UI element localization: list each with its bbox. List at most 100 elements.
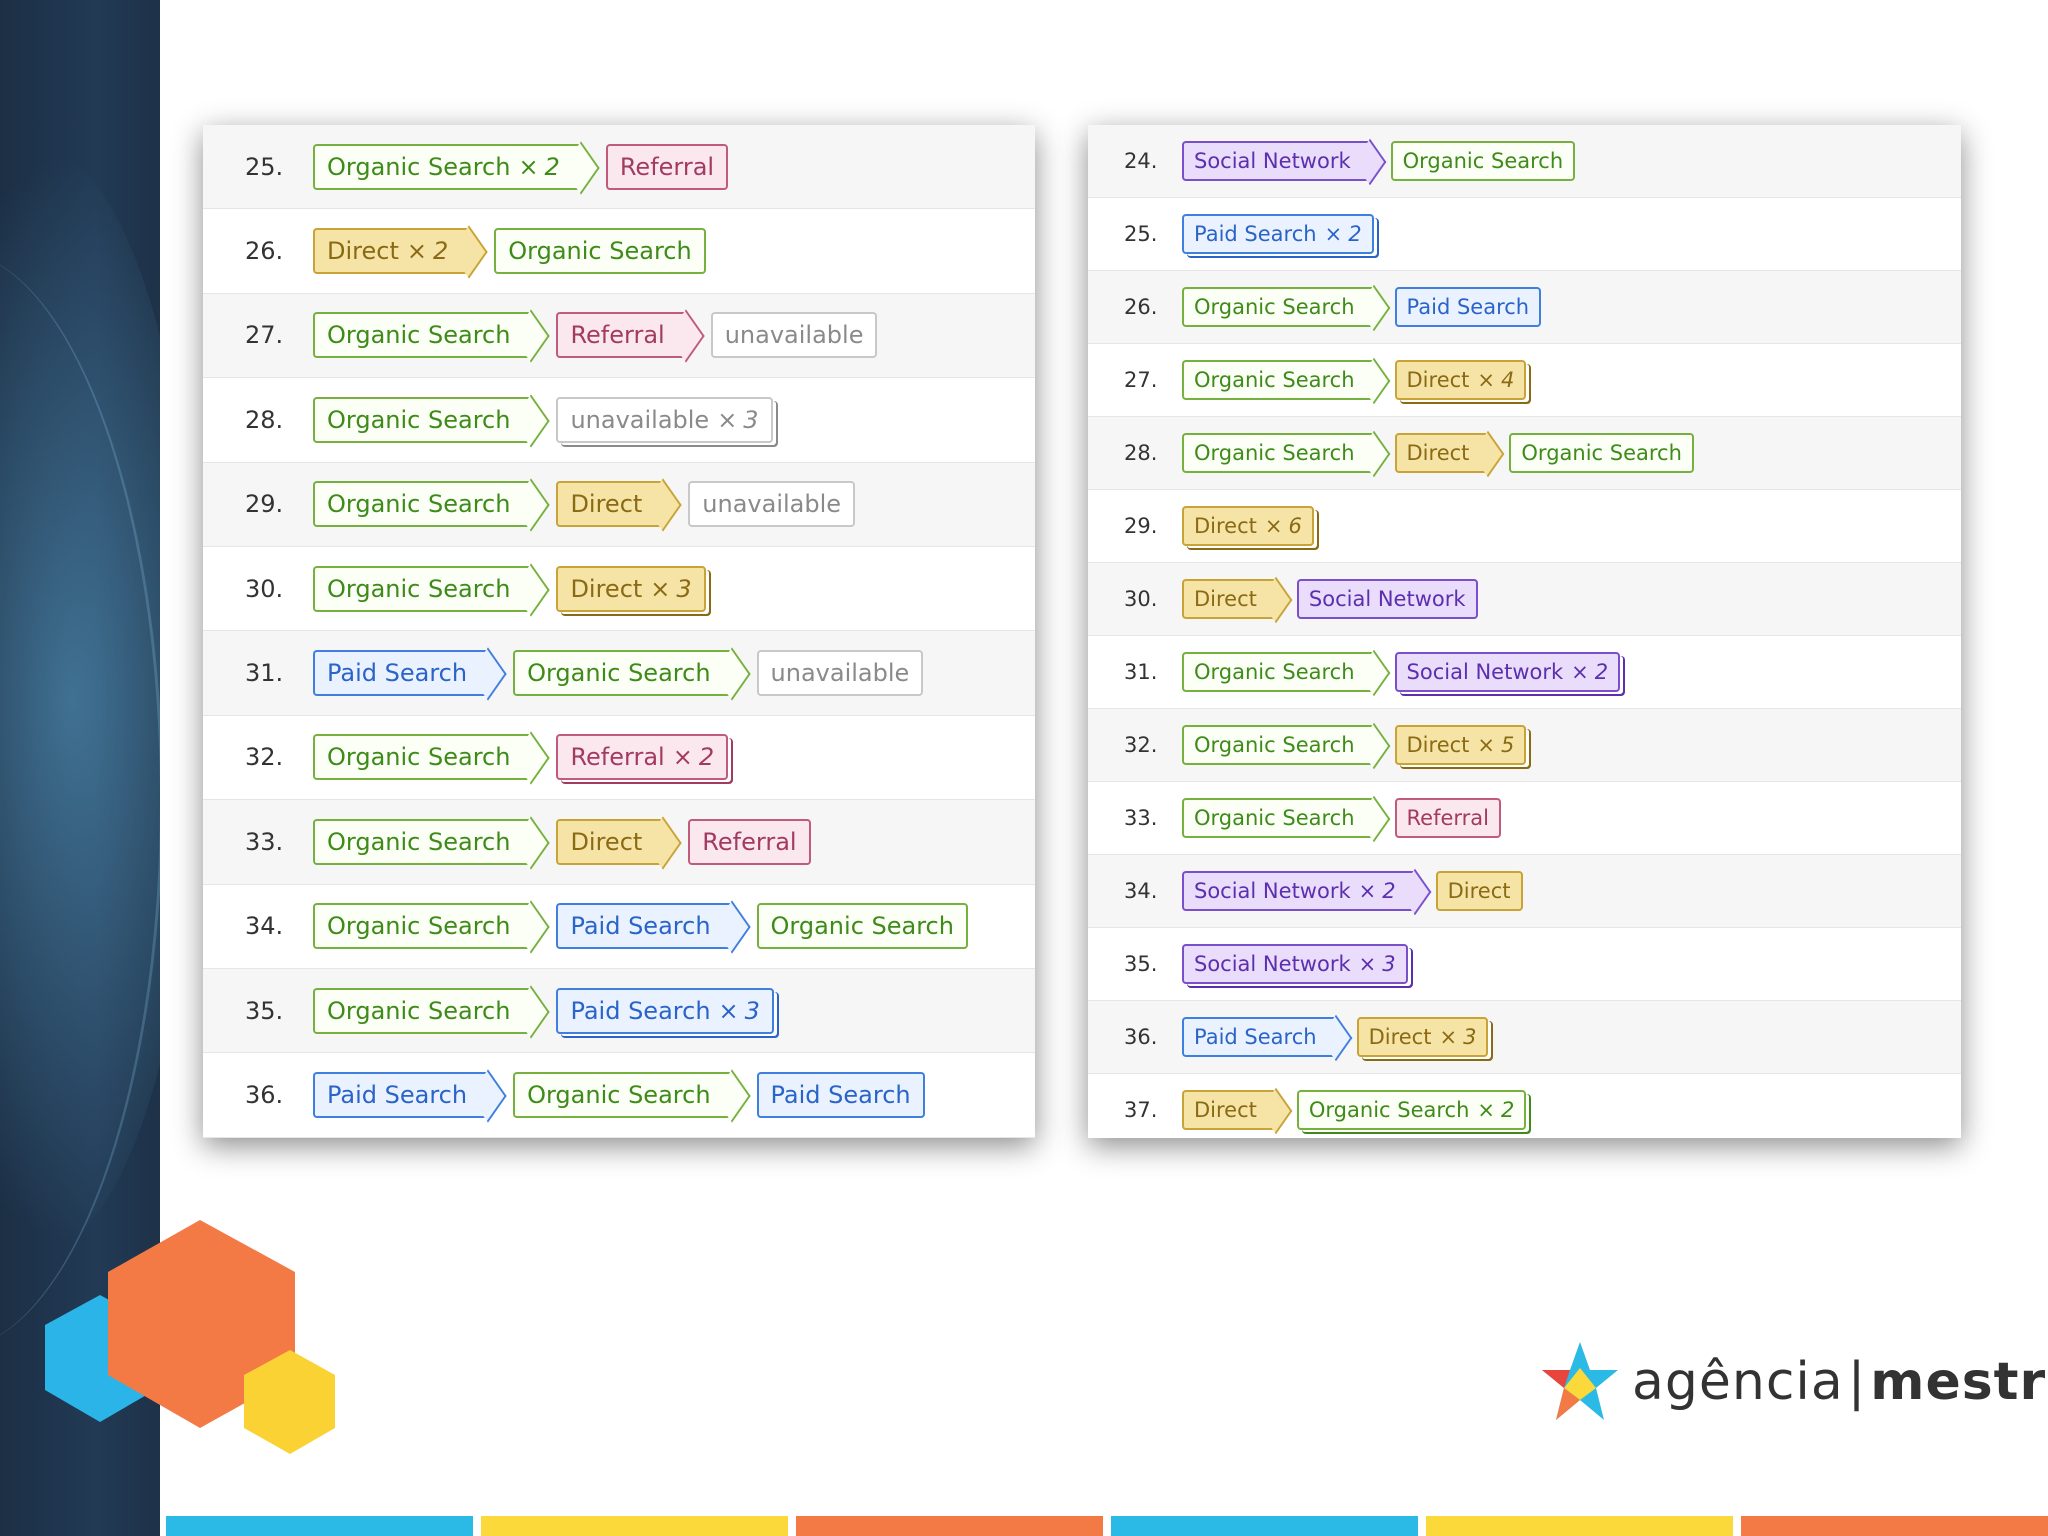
channel-label: Organic Search xyxy=(327,321,511,350)
table-row: 29. Organic Search Direct unavailable xyxy=(203,462,1035,547)
channel-label: Social Network xyxy=(1406,660,1564,684)
channel-path: Organic Search Paid Search Organic Search xyxy=(313,903,982,950)
channel-label: Organic Search xyxy=(327,574,511,603)
channel-chip-social: Social Network × 3 xyxy=(1182,944,1408,984)
times-symbol: × xyxy=(1571,660,1589,684)
footer-bar xyxy=(166,1516,473,1536)
channel-chip-direct: Direct xyxy=(556,481,665,528)
channel-path: Organic Search Paid Search xyxy=(1182,287,1553,327)
repeat-count-value: 5 xyxy=(1501,733,1515,757)
channel-path: Direct × 2 Organic Search xyxy=(313,228,720,275)
row-number: 33. xyxy=(1124,806,1158,830)
channel-path: Paid Search Direct × 3 xyxy=(1182,1017,1500,1057)
channel-label: Direct xyxy=(1194,587,1257,611)
table-row: 34. Social Network × 2 Direct xyxy=(1088,855,1961,928)
channel-chip-organic: Organic Search xyxy=(1182,360,1375,400)
table-row: 25. Paid Search × 2 xyxy=(1088,198,1961,271)
channel-path: Social Network × 3 xyxy=(1182,944,1420,984)
channel-chip-paid: Paid Search xyxy=(556,903,733,950)
channel-label: Paid Search xyxy=(1194,222,1317,246)
channel-chip-organic: Organic Search xyxy=(1182,725,1375,765)
footer-bar xyxy=(481,1516,788,1536)
channel-path: Direct Social Network xyxy=(1182,579,1490,619)
channel-path: Organic Search Direct × 4 xyxy=(1182,360,1538,400)
channel-chip-direct: Direct × 4 xyxy=(1394,360,1527,400)
channel-path: Organic Search Direct × 5 xyxy=(1182,725,1538,765)
channel-label: Social Network xyxy=(1194,149,1351,173)
channel-chip-paid: Paid Search × 3 xyxy=(556,987,774,1034)
channel-label: unavailable xyxy=(724,321,864,350)
repeat-count-value: 3 xyxy=(744,996,760,1025)
channel-label: Organic Search xyxy=(327,827,511,856)
channel-chip-social: Social Network × 2 xyxy=(1182,871,1416,911)
repeat-count: × 3 xyxy=(1439,1025,1476,1049)
channel-label: Direct xyxy=(1194,514,1257,538)
repeat-count-value: 2 xyxy=(1382,879,1396,903)
channel-chip-direct: Direct xyxy=(1435,871,1523,911)
channel-label: Direct xyxy=(1406,368,1470,392)
channel-chip-organic: Organic Search xyxy=(1182,798,1375,838)
table-row: 27. Organic Search Direct × 4 xyxy=(1088,344,1961,417)
channel-path: Organic Search Direct unavailable xyxy=(313,481,869,528)
channel-chip-organic: Organic Search xyxy=(313,312,533,359)
channel-chip-organic: Organic Search xyxy=(1390,141,1576,181)
channel-chip-direct: Direct xyxy=(1182,1090,1277,1130)
channel-label: Organic Search xyxy=(327,152,511,181)
repeat-count-value: 3 xyxy=(1382,952,1396,976)
table-row: 26. Direct × 2 Organic Search xyxy=(203,209,1035,294)
channel-path: Organic Search Referral unavailable xyxy=(313,312,891,359)
table-row: 29. Direct × 6 xyxy=(1088,490,1961,563)
row-number: 32. xyxy=(245,743,284,772)
star-burst-logo-icon xyxy=(1542,1342,1618,1420)
channel-chip-organic: Organic Search xyxy=(756,903,968,950)
repeat-count: × 2 xyxy=(407,237,448,265)
logo-separator: | xyxy=(1847,1352,1867,1412)
times-symbol: × xyxy=(1264,514,1283,538)
channel-chip-organic: Organic Search xyxy=(313,818,533,865)
logo-word-mestre: mestre xyxy=(1870,1352,2048,1412)
channel-label: Direct xyxy=(570,574,643,603)
channel-label: Organic Search xyxy=(327,405,511,434)
channel-label: Organic Search xyxy=(508,237,692,266)
hexagon-yellow xyxy=(244,1350,335,1454)
channel-chip-organic: Organic Search xyxy=(494,228,706,275)
footer-bar xyxy=(1741,1516,2048,1536)
row-number: 35. xyxy=(245,996,284,1025)
footer-bar xyxy=(796,1516,1103,1536)
table-row: 31. Organic Search Social Network × 2 xyxy=(1088,636,1961,709)
times-symbol: × xyxy=(1439,1025,1458,1049)
channel-label: Organic Search xyxy=(1194,368,1355,392)
channel-chip-social: Social Network xyxy=(1296,579,1478,619)
repeat-count-value: 2 xyxy=(432,237,449,266)
repeat-count: × 2 xyxy=(518,153,559,181)
channel-label: unavailable xyxy=(770,659,910,688)
channel-label: Referral xyxy=(570,743,665,772)
repeat-count-value: 3 xyxy=(1463,1025,1477,1049)
channel-label: Referral xyxy=(1406,806,1489,830)
repeat-count: × 2 xyxy=(1477,1098,1514,1122)
table-row: 28. Organic Search unavailable × 3 xyxy=(203,378,1035,463)
channel-chip-direct: Direct xyxy=(1394,433,1490,473)
channel-label: Direct xyxy=(1447,879,1511,903)
footer-color-bars xyxy=(166,1516,2048,1536)
row-number: 35. xyxy=(1124,952,1158,976)
channel-chip-paid: Paid Search xyxy=(313,650,490,697)
channel-path: Organic Search Direct Organic Search xyxy=(1182,433,1706,473)
row-number: 27. xyxy=(245,321,284,350)
channel-path: Organic Search unavailable × 3 xyxy=(313,396,787,443)
table-row: 28. Organic Search Direct Organic Search xyxy=(1088,417,1961,490)
row-number: 31. xyxy=(245,659,284,688)
channel-label: Direct xyxy=(1194,1098,1257,1122)
channel-chip-referral: Referral xyxy=(556,312,687,359)
repeat-count: × 3 xyxy=(1359,952,1396,976)
channel-path: Paid Search Organic Search Paid Search xyxy=(313,1071,939,1118)
times-symbol: × xyxy=(650,574,671,603)
row-number: 30. xyxy=(1124,587,1158,611)
channel-label: Organic Search xyxy=(1194,660,1355,684)
channel-label: Organic Search xyxy=(527,659,711,688)
channel-path: Direct Organic Search × 2 xyxy=(1182,1090,1538,1130)
channel-label: Paid Search xyxy=(327,659,468,688)
channel-label: Organic Search xyxy=(1521,441,1682,465)
channel-chip-organic: Organic Search xyxy=(513,650,733,697)
repeat-count-value: 4 xyxy=(1501,368,1515,392)
